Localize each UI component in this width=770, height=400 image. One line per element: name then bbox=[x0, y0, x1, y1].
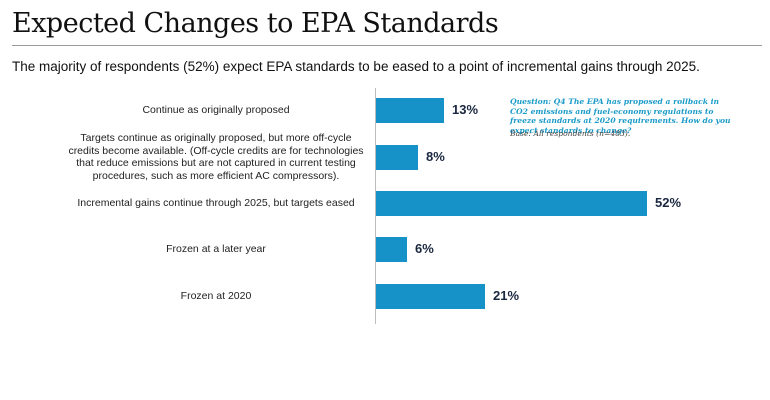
bar-value-label: 13% bbox=[452, 102, 479, 117]
bar bbox=[376, 236, 407, 262]
bar-value-label: 8% bbox=[426, 149, 445, 164]
bar bbox=[376, 283, 485, 309]
category-axis-line bbox=[375, 88, 376, 324]
bar bbox=[376, 190, 647, 216]
bar bbox=[376, 97, 444, 123]
base-note: Base: All respondents (n=483). bbox=[510, 129, 631, 138]
category-label: Incremental gains continue through 2025,… bbox=[77, 196, 355, 209]
title-divider bbox=[12, 45, 762, 46]
category-label: Frozen at 2020 bbox=[180, 289, 252, 302]
bar-value-label: 52% bbox=[655, 195, 682, 210]
chart-title: Expected Changes to EPA Standards bbox=[12, 8, 499, 39]
bar-value-label: 6% bbox=[415, 241, 434, 256]
category-label: Frozen at a later year bbox=[166, 242, 266, 255]
survey-question-note: Question: Q4 The EPA has proposed a roll… bbox=[510, 97, 731, 135]
bar bbox=[376, 144, 418, 170]
chart-subtitle: The majority of respondents (52%) expect… bbox=[12, 59, 700, 74]
bar-value-label: 21% bbox=[493, 288, 520, 303]
category-label: Continue as originally proposed bbox=[142, 103, 290, 116]
category-label: Targets continue as originally proposed,… bbox=[68, 132, 364, 182]
